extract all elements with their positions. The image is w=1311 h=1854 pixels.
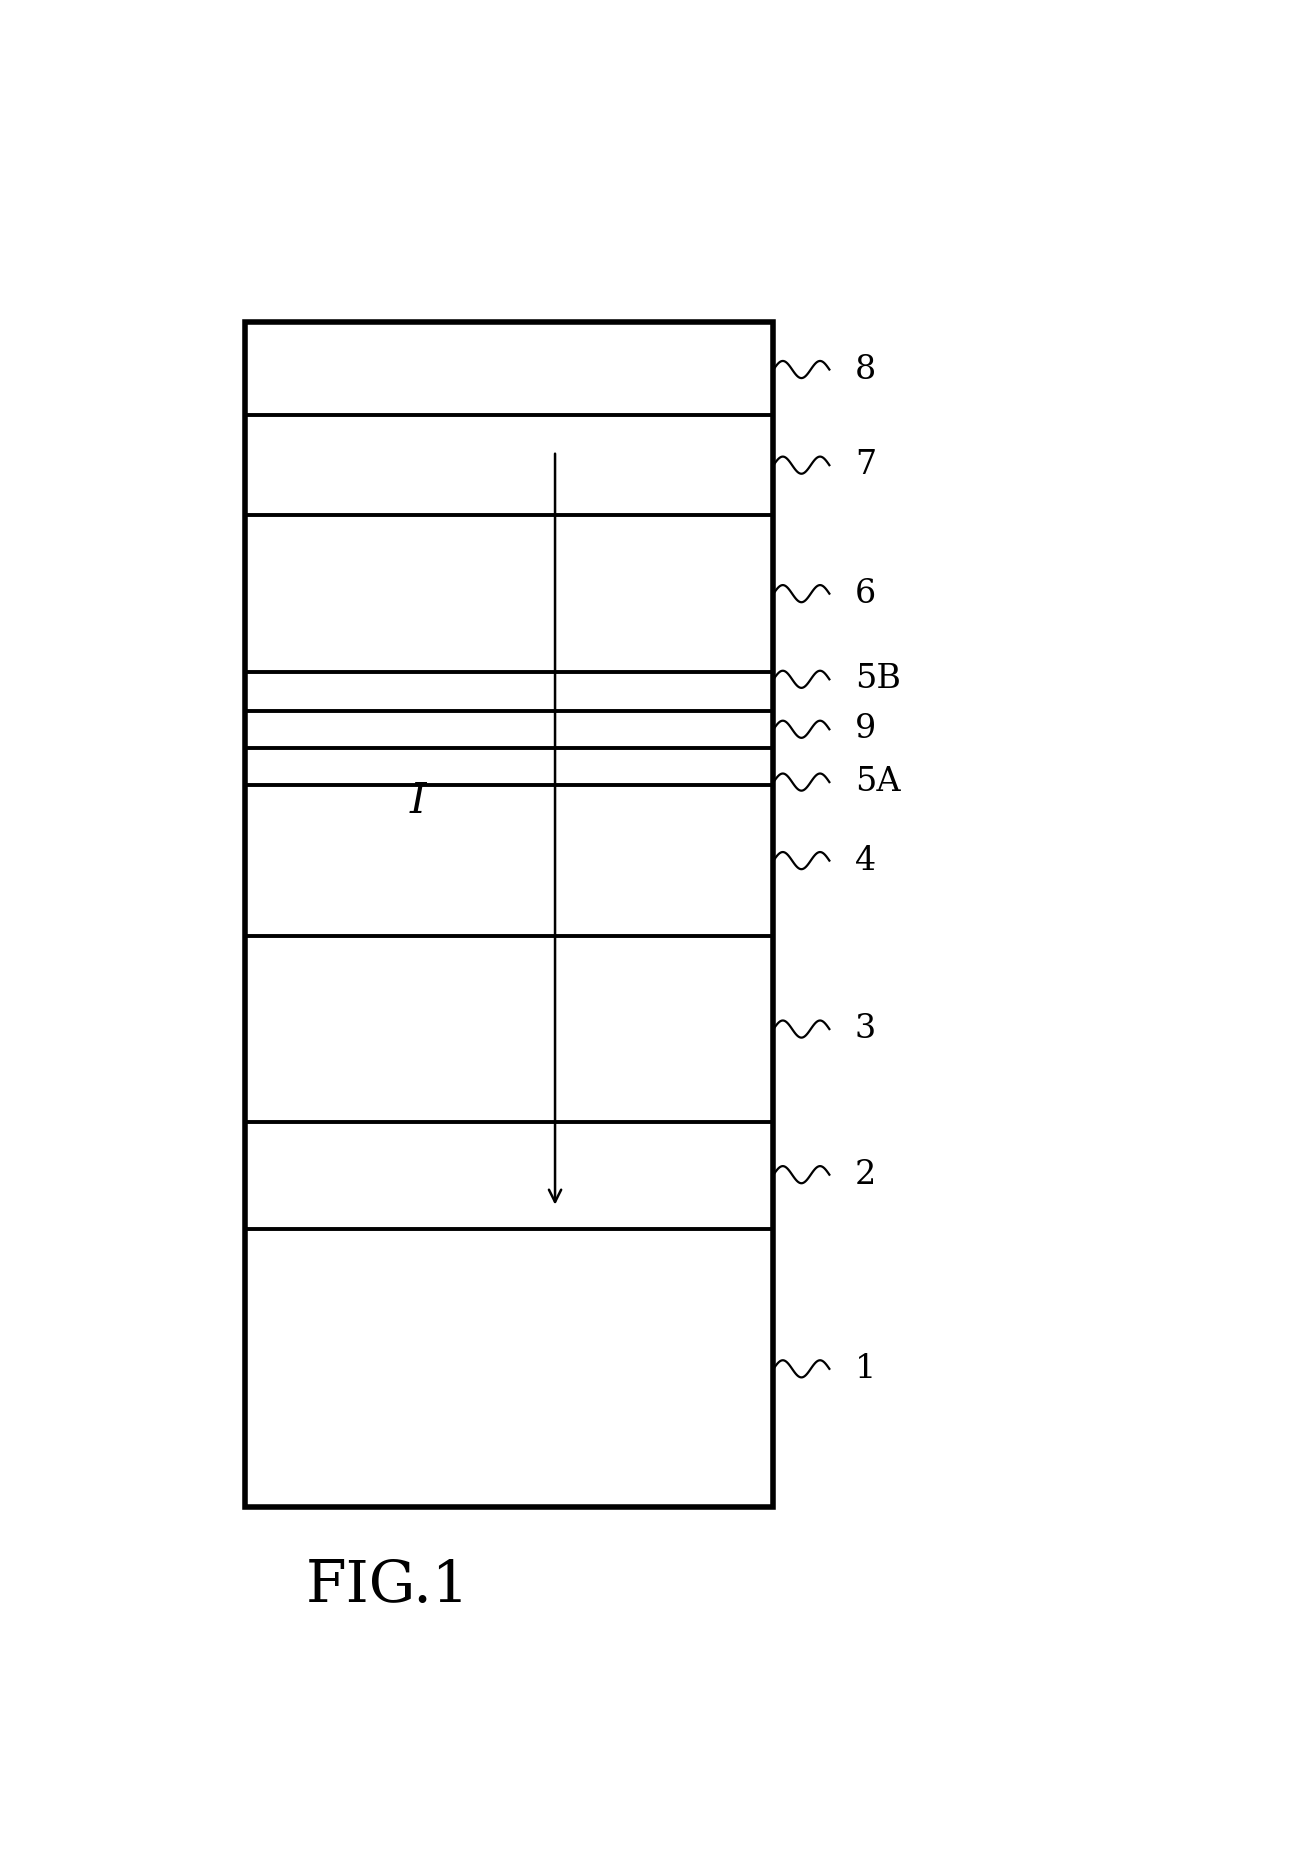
Text: 1: 1 [855, 1353, 876, 1385]
Text: 2: 2 [855, 1159, 876, 1190]
Text: 9: 9 [855, 714, 876, 745]
Text: 8: 8 [855, 354, 876, 386]
Text: 7: 7 [855, 449, 876, 482]
Text: 4: 4 [855, 845, 876, 877]
Text: 6: 6 [855, 578, 876, 610]
Text: FIG.1: FIG.1 [305, 1557, 469, 1613]
Bar [245, 323, 773, 1507]
Text: 3: 3 [855, 1012, 876, 1046]
Text: I: I [409, 781, 426, 821]
Text: 5B: 5B [855, 664, 901, 695]
Text: 5A: 5A [855, 766, 901, 797]
